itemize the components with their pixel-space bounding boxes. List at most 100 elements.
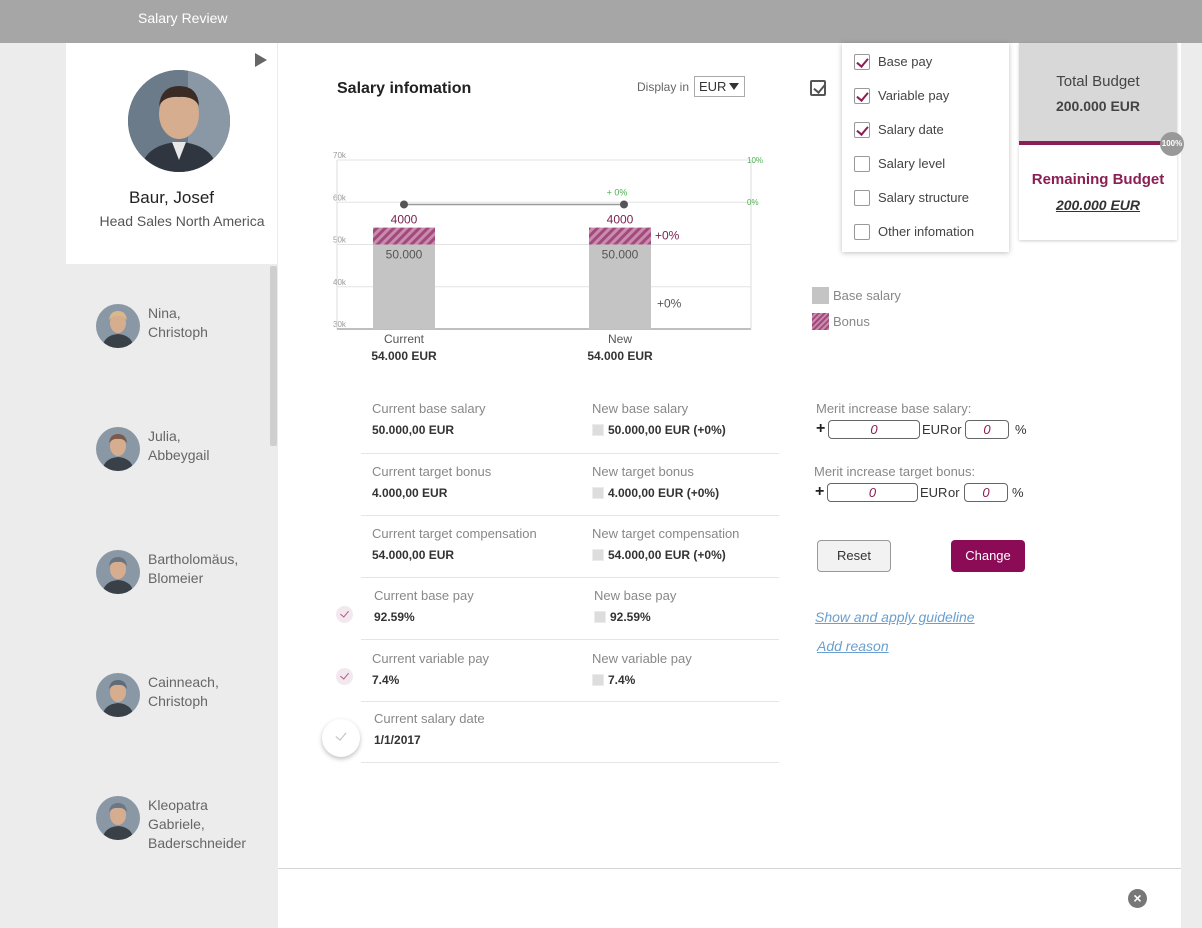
- legend-swatch-base: [812, 287, 829, 304]
- y-tick-label: 30k: [333, 320, 347, 329]
- new-base-pay-value: 92.59%: [610, 610, 651, 624]
- new-target-bonus: New target bonus 4.000,00 EUR (+0%): [592, 464, 792, 500]
- currency-select-value: EUR: [699, 79, 727, 94]
- current-base-salary-value: 50.000,00 EUR: [372, 423, 455, 437]
- divider: [361, 453, 779, 454]
- filter-option[interactable]: Salary level: [854, 155, 1004, 173]
- base-pay-check-icon[interactable]: [336, 606, 353, 623]
- current-target-compensation-value: 54.000,00 EUR: [372, 548, 455, 562]
- divider: [361, 701, 779, 702]
- profile-role: Head Sales North America: [99, 213, 265, 229]
- chevron-down-icon: [729, 83, 739, 90]
- bar-base-label: 50.000: [386, 248, 423, 262]
- checkbox-icon[interactable]: [854, 88, 870, 104]
- list-item[interactable]: Julia, Abbeygail: [96, 427, 271, 487]
- filter-option-label: Salary level: [878, 156, 946, 171]
- bonus-change-label: +0%: [655, 229, 680, 243]
- total-budget-panel: Total Budget 200.000 EUR: [1019, 43, 1177, 142]
- legend-swatch-bonus: [812, 313, 829, 330]
- bar-bonus-label: 4000: [391, 213, 418, 227]
- divider: [361, 577, 779, 578]
- list-item[interactable]: Bartholomäus, Blomeier: [96, 550, 271, 610]
- variable-pay-check-icon[interactable]: [336, 668, 353, 685]
- checkbox-icon[interactable]: [594, 611, 606, 623]
- filter-option[interactable]: Other infomation: [854, 223, 1004, 241]
- category-total-label: 54.000 EUR: [371, 349, 437, 363]
- new-target-bonus-row: 4.000,00 EUR (+0%): [592, 486, 792, 500]
- checkbox-icon[interactable]: [854, 224, 870, 240]
- merit-bonus-percent-input[interactable]: 0: [964, 483, 1008, 502]
- plus-icon: +: [816, 420, 826, 437]
- avatar: [96, 304, 140, 348]
- employee-name: Cainneach, Christoph: [148, 674, 219, 709]
- employee-list-scrollbar[interactable]: [270, 266, 277, 446]
- total-budget-value: 200.000 EUR: [1055, 98, 1141, 114]
- guideline-link[interactable]: Show and apply guideline: [815, 609, 975, 625]
- change-button[interactable]: Change: [951, 540, 1025, 572]
- current-target-bonus: Current target bonus 4.000,00 EUR: [372, 464, 572, 500]
- checkbox-icon[interactable]: [592, 424, 604, 436]
- current-base-pay-label: Current base pay: [374, 588, 474, 603]
- list-item[interactable]: Kleopatra Gabriele, Baderschneider: [96, 796, 271, 856]
- employee-name: Kleopatra Gabriele, Baderschneider: [148, 797, 247, 851]
- display-in-label: Display in: [637, 80, 690, 94]
- merit-bonus-amount-input[interactable]: 0: [827, 483, 918, 502]
- new-base-pay: New base pay 92.59%: [594, 588, 794, 624]
- new-base-salary-row: 50.000,00 EUR (+0%): [592, 423, 792, 437]
- new-base-salary-label: New base salary: [592, 401, 689, 416]
- currency-select[interactable]: EUR: [694, 76, 745, 97]
- new-target-compensation: New target compensation 54.000,00 EUR (+…: [592, 526, 792, 562]
- new-variable-pay: New variable pay 7.4%: [592, 651, 792, 687]
- merit-bonus-label: Merit increase target bonus:: [814, 464, 976, 479]
- current-salary-date-value: 1/1/2017: [374, 733, 421, 747]
- employee-name: Bartholomäus, Blomeier: [148, 551, 239, 586]
- current-variable-pay-label: Current variable pay: [372, 651, 490, 666]
- current-target-bonus-value: 4.000,00 EUR: [372, 486, 448, 500]
- merit-base-row: + 0 EUR or 0 %: [816, 420, 1036, 441]
- add-reason-link[interactable]: Add reason: [817, 638, 889, 654]
- section-title: Salary infomation: [337, 80, 472, 97]
- bar-bonus-label: 4000: [607, 213, 634, 227]
- merit-bonus-currency: EUR: [920, 485, 948, 500]
- remaining-budget-value: 200.000 EUR: [1055, 197, 1141, 213]
- checkbox-icon[interactable]: [854, 122, 870, 138]
- close-icon[interactable]: ×: [1128, 889, 1147, 908]
- employee-name: Julia, Abbeygail: [148, 428, 210, 463]
- merit-base-amount-input[interactable]: 0: [828, 420, 920, 439]
- plus-icon: +: [815, 483, 825, 500]
- salary-chart: 30k 40k 50k 60k 70k 10% 0% 50.000 4000 Current 54.…: [333, 151, 763, 363]
- filter-option[interactable]: Variable pay: [854, 87, 1004, 105]
- checkbox-icon[interactable]: [592, 549, 604, 561]
- salary-date-check-icon[interactable]: [322, 719, 360, 757]
- filter-option[interactable]: Base pay: [854, 53, 1004, 71]
- title-bar: Salary Review: [0, 0, 1202, 43]
- profile-card: Baur, Josef Head Sales North America: [66, 43, 277, 264]
- current-base-pay-value: 92.59%: [374, 610, 415, 624]
- new-base-salary-value: 50.000,00 EUR (+0%): [608, 423, 726, 437]
- merit-base-label: Merit increase base salary:: [816, 401, 972, 416]
- filter-option[interactable]: Salary structure: [854, 189, 1004, 207]
- divider: [361, 639, 779, 640]
- current-variable-pay-value: 7.4%: [372, 673, 400, 687]
- change-point: [400, 200, 408, 209]
- checkbox-icon[interactable]: [592, 487, 604, 499]
- app-title: Salary Review: [138, 10, 228, 26]
- new-target-compensation-row: 54.000,00 EUR (+0%): [592, 548, 792, 562]
- list-item[interactable]: Nina, Christoph: [96, 304, 271, 364]
- checkbox-icon[interactable]: [854, 54, 870, 70]
- list-item[interactable]: Cainneach, Christoph: [96, 673, 271, 733]
- employee-name: Nina, Christoph: [148, 305, 208, 340]
- filter-menu-toggle-icon[interactable]: [810, 80, 826, 96]
- filter-option[interactable]: Salary date: [854, 121, 1004, 139]
- change-line-label: + 0%: [607, 187, 628, 197]
- checkbox-icon[interactable]: [592, 674, 604, 686]
- filter-option-label: Variable pay: [878, 88, 950, 103]
- reset-button[interactable]: Reset: [817, 540, 891, 572]
- merit-base-percent-input[interactable]: 0: [965, 420, 1009, 439]
- x-tick-label: Current: [384, 332, 425, 346]
- play-icon[interactable]: [255, 53, 267, 67]
- legend-label-bonus: Bonus: [833, 314, 870, 329]
- checkbox-icon[interactable]: [854, 156, 870, 172]
- checkbox-icon[interactable]: [854, 190, 870, 206]
- current-base-salary-label: Current base salary: [372, 401, 486, 416]
